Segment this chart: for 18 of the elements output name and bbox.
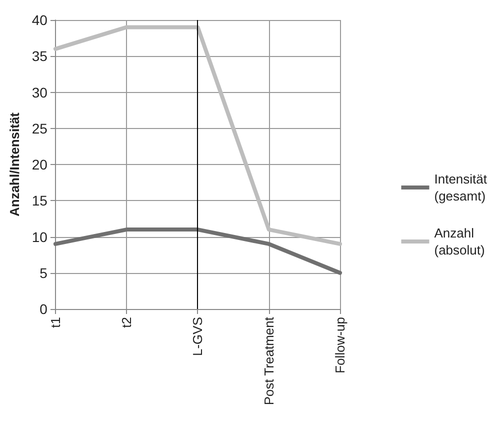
y-tick-label: 5 [40, 264, 48, 281]
legend-label: Intensität (gesamt) [434, 172, 488, 204]
x-tick-label: t2 [119, 317, 134, 328]
x-tick-label: Follow-up [332, 317, 348, 374]
y-tick-label: 40 [32, 12, 48, 28]
x-tick-label: t1 [48, 317, 63, 328]
y-axis-title: Anzahl/Intensität [7, 112, 22, 217]
y-tick-label: 20 [32, 156, 48, 172]
line-series [53, 25, 342, 246]
x-tick-label: Post Treatment [261, 316, 276, 406]
y-tick-label: 25 [32, 120, 48, 136]
x-tick-label: L-GVS [190, 316, 206, 356]
legend-label: Anzahl (absolut) [434, 226, 485, 258]
y-tick-label: 30 [32, 84, 48, 100]
y-tick-label: 15 [32, 192, 48, 209]
y-tick-label: 35 [32, 48, 48, 64]
y-tick-label: 0 [40, 301, 48, 317]
y-tick-label: 10 [32, 228, 48, 245]
